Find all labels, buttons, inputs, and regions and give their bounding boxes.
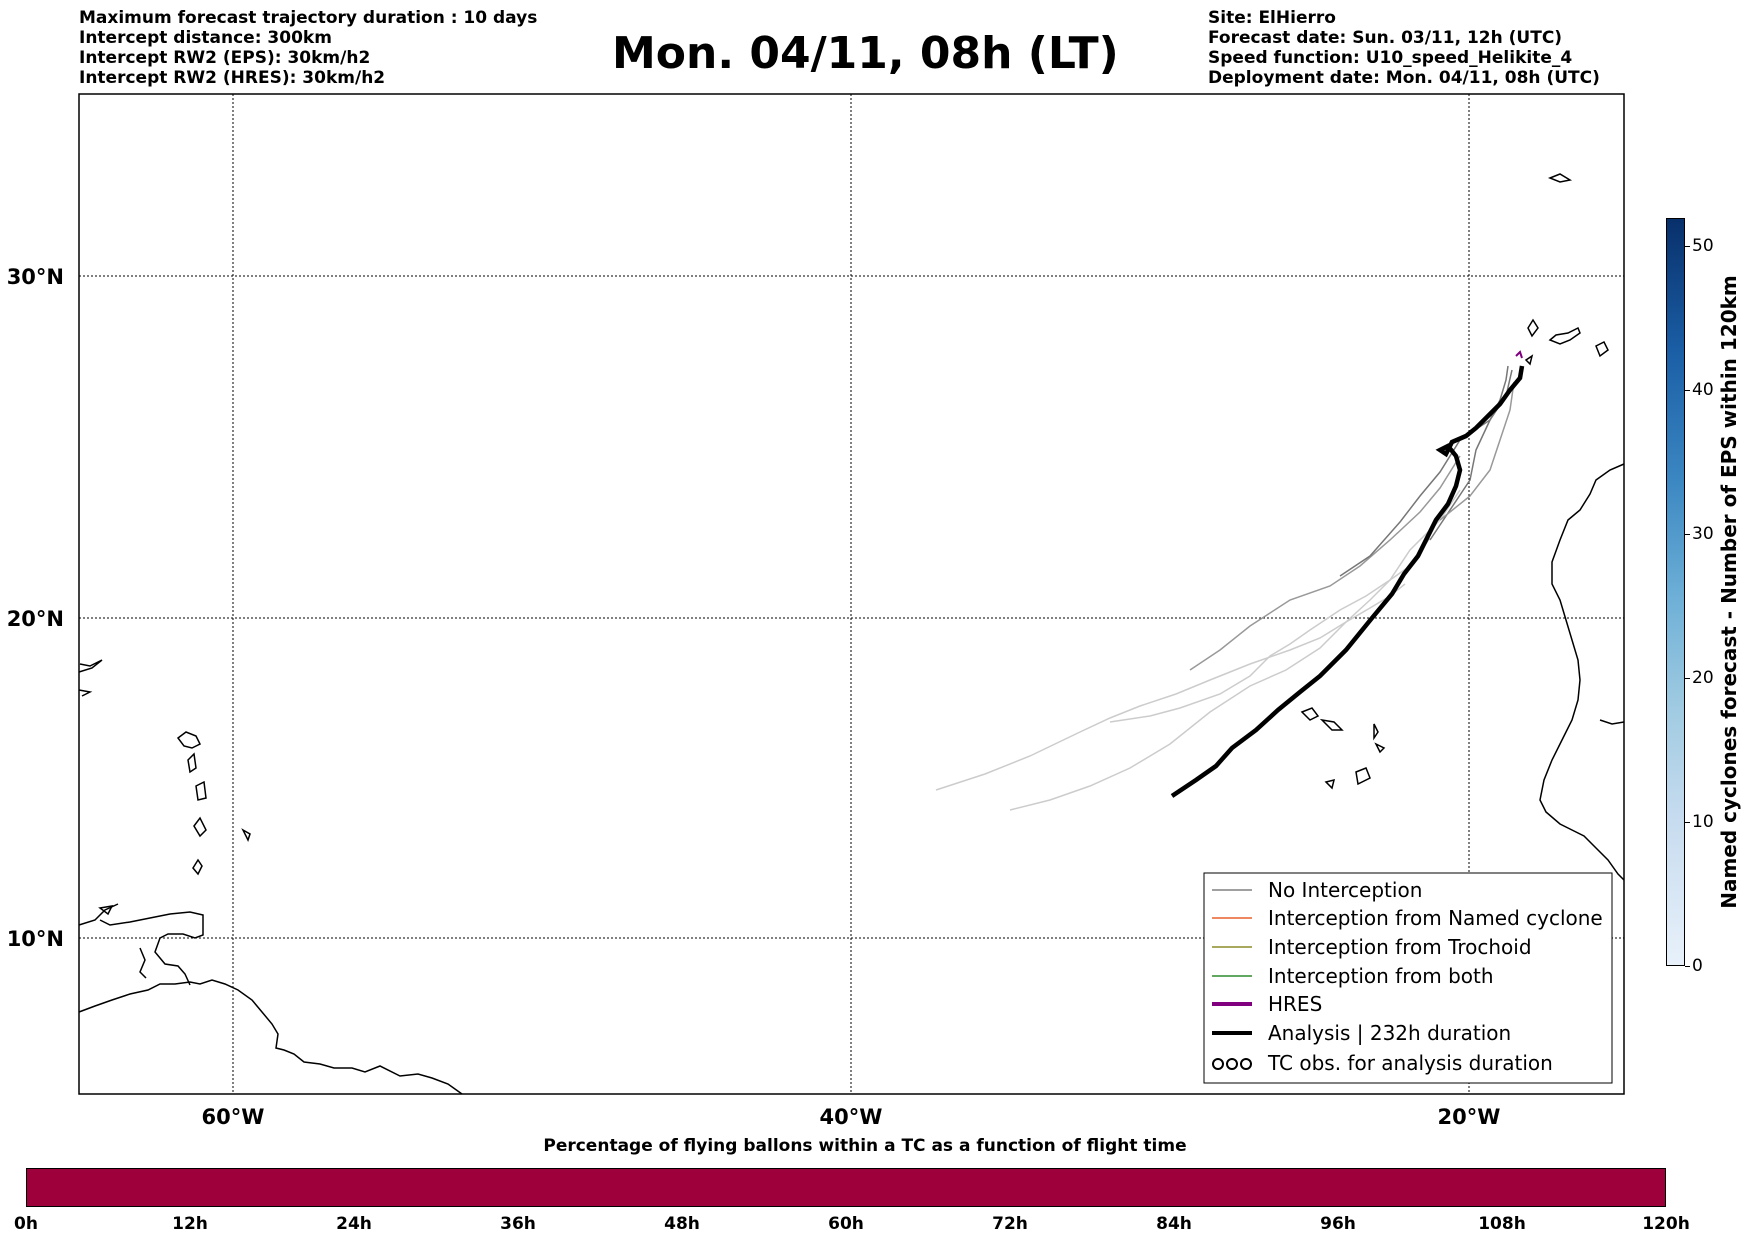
tc-percentage-bar xyxy=(26,1168,1666,1207)
grenada-coast xyxy=(192,858,203,876)
colorbar-tickmark-40 xyxy=(1685,390,1690,391)
site-text: Site: ElHierro xyxy=(1208,8,1336,28)
time-tick-24h: 24h xyxy=(336,1214,372,1234)
deployment-date-text: Deployment date: Mon. 04/11, 08h (UTC) xyxy=(1208,68,1600,88)
hres-trajectory xyxy=(1515,350,1523,359)
lat-label-30: 30°N xyxy=(7,265,64,289)
colorbar-tickmark-20 xyxy=(1685,678,1690,679)
legend-box xyxy=(1203,872,1613,1084)
intercept-eps-text: Intercept RW2 (EPS): 30km/h2 xyxy=(79,48,371,68)
cape-verde-santo-antao xyxy=(1300,707,1320,721)
south-america-coast xyxy=(78,979,463,1095)
eps-trajectory-1 xyxy=(935,583,1406,791)
guadeloupe-coast xyxy=(176,731,202,749)
colorbar-tick-20: 20 xyxy=(1692,668,1714,688)
lat-label-20: 20°N xyxy=(7,607,64,631)
legend-label-named-cyclone: Interception from Named cyclone xyxy=(1268,906,1603,930)
curacao-coast xyxy=(98,905,114,916)
cape-verde-boa-vista xyxy=(1374,742,1386,754)
colorbar-tickmark-10 xyxy=(1685,822,1690,823)
cape-verde-sao-nicolau xyxy=(1319,718,1344,731)
eps-trajectories xyxy=(935,365,1515,811)
time-tick-0h: 0h xyxy=(14,1214,38,1234)
dominica-coast xyxy=(187,752,197,774)
header-left-info: Maximum forecast trajectory duration : 1… xyxy=(79,8,537,88)
colorbar-tick-50: 50 xyxy=(1692,236,1714,256)
colorbar-tickmark-0 xyxy=(1685,966,1690,967)
trinidad-coast xyxy=(139,947,147,979)
speed-function-text: Speed function: U10_speed_Helikite_4 xyxy=(1208,48,1573,68)
cape-verde-coast-africa xyxy=(1599,719,1625,725)
map-frame xyxy=(78,93,1625,1095)
colorbar xyxy=(1666,218,1685,966)
legend-label-hres: HRES xyxy=(1268,992,1322,1016)
madeira-coast xyxy=(1547,173,1573,183)
lon-label-60: 60°W xyxy=(202,1105,265,1129)
eps-trajectory-3 xyxy=(1109,537,1431,723)
lat-label-10: 10°N xyxy=(7,927,64,951)
page-title: Mon. 04/11, 08h (LT) xyxy=(612,28,1119,79)
legend-swatch-tc-obs xyxy=(1212,1058,1252,1070)
eps-trajectory-4 xyxy=(1189,455,1461,671)
max-duration-text: Maximum forecast trajectory duration : 1… xyxy=(79,8,538,28)
analysis-trajectory xyxy=(1170,365,1525,798)
cape-verde-fogo xyxy=(1324,778,1336,790)
lon-label-20: 20°W xyxy=(1438,1105,1501,1129)
colorbar-tickmark-30 xyxy=(1685,534,1690,535)
eps-trajectory-5 xyxy=(1339,369,1513,577)
time-tick-60h: 60h xyxy=(828,1214,864,1234)
time-tick-36h: 36h xyxy=(500,1214,536,1234)
canary-fuerteventura xyxy=(1548,326,1581,345)
colorbar-tick-30: 30 xyxy=(1692,524,1714,544)
venezuela-coast xyxy=(99,911,204,986)
time-tick-72h: 72h xyxy=(992,1214,1028,1234)
time-tick-48h: 48h xyxy=(664,1214,700,1234)
st-lucia-coast xyxy=(193,816,207,838)
martinique-coast xyxy=(195,780,207,801)
time-tick-120h: 120h xyxy=(1642,1214,1690,1234)
eps-trajectory-6 xyxy=(1429,365,1509,541)
barbados-coast xyxy=(241,828,251,842)
lon-label-40: 40°W xyxy=(820,1105,883,1129)
canary-la-palma xyxy=(1527,318,1539,338)
canary-lanzarote xyxy=(1595,340,1609,358)
time-tick-84h: 84h xyxy=(1156,1214,1192,1234)
intercept-distance-text: Intercept distance: 300km xyxy=(79,28,332,48)
header-right-info: Site: ElHierro Forecast date: Sun. 03/11… xyxy=(1208,8,1600,88)
cape-verde-sal xyxy=(1373,723,1379,741)
coastlines xyxy=(78,173,1625,1095)
colorbar-tickmark-50 xyxy=(1685,246,1690,247)
time-tick-12h: 12h xyxy=(172,1214,208,1234)
canary-el-hierro xyxy=(1524,354,1534,366)
legend-label-both: Interception from both xyxy=(1268,964,1494,988)
africa-coast xyxy=(1539,463,1625,881)
colorbar-tick-10: 10 xyxy=(1692,812,1714,832)
legend: No Interception Interception from Named … xyxy=(1203,872,1613,1084)
time-tick-96h: 96h xyxy=(1320,1214,1356,1234)
legend-label-no-interception: No Interception xyxy=(1268,878,1422,902)
colorbar-tick-0: 0 xyxy=(1692,956,1703,976)
cape-verde-santiago xyxy=(1355,767,1371,786)
puerto-rico-coast xyxy=(78,689,93,697)
eps-trajectory-7 xyxy=(1439,381,1515,521)
colorbar-label: Named cyclones forecast - Number of EPS … xyxy=(1717,275,1741,909)
eps-trajectory-2 xyxy=(1009,489,1461,811)
legend-label-analysis: Analysis | 232h duration xyxy=(1268,1021,1511,1045)
legend-label-tc-obs: TC obs. for analysis duration xyxy=(1267,1051,1553,1075)
forecast-date-text: Forecast date: Sun. 03/11, 12h (UTC) xyxy=(1208,28,1563,48)
bottom-bar-title: Percentage of flying ballons within a TC… xyxy=(543,1136,1187,1156)
intercept-hres-text: Intercept RW2 (HRES): 30km/h2 xyxy=(79,68,386,88)
colorbar-tick-40: 40 xyxy=(1692,380,1714,400)
hispaniola-coast xyxy=(78,659,103,673)
time-tick-108h: 108h xyxy=(1478,1214,1526,1234)
legend-label-trochoid: Interception from Trochoid xyxy=(1268,935,1532,959)
